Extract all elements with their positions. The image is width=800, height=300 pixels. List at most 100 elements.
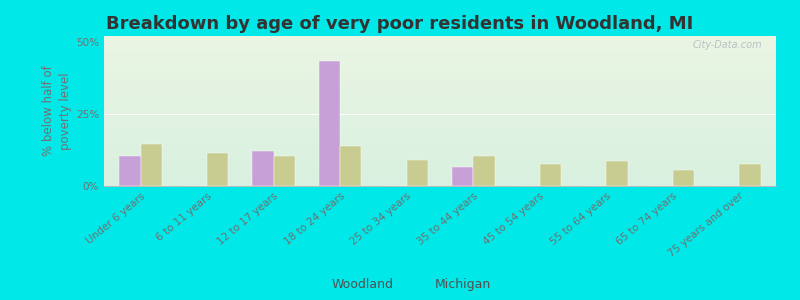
- Bar: [104, 82, 776, 84]
- Bar: [104, 81, 776, 82]
- Bar: [474, 156, 494, 186]
- Bar: [104, 134, 776, 135]
- Bar: [104, 102, 776, 104]
- Bar: [104, 167, 776, 168]
- Bar: [104, 129, 776, 130]
- Bar: [104, 70, 776, 72]
- Bar: [673, 170, 694, 186]
- Bar: [104, 92, 776, 93]
- Bar: [104, 60, 776, 61]
- Bar: [104, 66, 776, 68]
- Bar: [452, 167, 474, 186]
- Bar: [104, 85, 776, 87]
- Bar: [104, 160, 776, 162]
- Bar: [739, 164, 761, 186]
- Bar: [104, 48, 776, 50]
- Bar: [104, 44, 776, 45]
- Bar: [104, 40, 776, 42]
- Y-axis label: % below half of
poverty level: % below half of poverty level: [42, 66, 72, 156]
- Bar: [104, 36, 776, 38]
- Bar: [104, 154, 776, 156]
- Bar: [104, 128, 776, 129]
- Bar: [104, 93, 776, 94]
- Bar: [104, 120, 776, 122]
- Bar: [104, 108, 776, 110]
- Bar: [104, 183, 776, 184]
- Bar: [104, 98, 776, 99]
- Bar: [104, 141, 776, 142]
- Bar: [104, 56, 776, 57]
- Bar: [104, 148, 776, 150]
- Bar: [104, 39, 776, 40]
- Bar: [104, 158, 776, 159]
- Bar: [104, 182, 776, 183]
- Bar: [104, 52, 776, 54]
- Bar: [104, 130, 776, 132]
- Bar: [104, 80, 776, 81]
- Bar: [104, 72, 776, 74]
- Bar: [104, 156, 776, 158]
- Bar: [104, 45, 776, 46]
- Bar: [104, 74, 776, 75]
- Bar: [104, 46, 776, 48]
- Bar: [104, 132, 776, 134]
- Bar: [104, 168, 776, 170]
- Bar: [252, 152, 274, 186]
- Bar: [104, 165, 776, 166]
- Bar: [104, 105, 776, 106]
- Bar: [540, 164, 561, 186]
- Bar: [104, 135, 776, 136]
- Bar: [207, 153, 229, 186]
- Bar: [104, 99, 776, 100]
- Bar: [606, 161, 628, 186]
- Bar: [141, 144, 162, 186]
- Bar: [104, 54, 776, 56]
- Bar: [104, 153, 776, 154]
- Bar: [104, 42, 776, 44]
- Text: Breakdown by age of very poor residents in Woodland, MI: Breakdown by age of very poor residents …: [106, 15, 694, 33]
- Bar: [104, 76, 776, 78]
- Bar: [104, 84, 776, 86]
- Bar: [104, 57, 776, 58]
- Bar: [104, 90, 776, 92]
- Bar: [104, 38, 776, 39]
- Legend: Woodland, Michigan: Woodland, Michigan: [309, 278, 491, 291]
- Bar: [104, 69, 776, 70]
- Bar: [104, 180, 776, 182]
- Bar: [104, 144, 776, 146]
- Bar: [104, 177, 776, 178]
- Bar: [104, 159, 776, 160]
- Bar: [104, 68, 776, 69]
- Bar: [104, 136, 776, 138]
- Bar: [104, 174, 776, 176]
- Bar: [104, 64, 776, 66]
- Bar: [104, 100, 776, 102]
- Bar: [104, 152, 776, 153]
- Bar: [104, 96, 776, 98]
- Bar: [104, 111, 776, 112]
- Bar: [104, 172, 776, 174]
- Bar: [104, 88, 776, 90]
- Bar: [104, 118, 776, 120]
- Bar: [104, 171, 776, 172]
- Bar: [104, 51, 776, 52]
- Bar: [104, 122, 776, 123]
- Bar: [104, 178, 776, 180]
- Bar: [104, 164, 776, 165]
- Bar: [104, 50, 776, 51]
- Bar: [104, 112, 776, 114]
- Bar: [104, 87, 776, 88]
- Bar: [104, 75, 776, 76]
- Bar: [119, 156, 141, 186]
- Bar: [104, 150, 776, 152]
- Bar: [104, 140, 776, 141]
- Bar: [104, 116, 776, 117]
- Bar: [104, 114, 776, 116]
- Bar: [104, 138, 776, 140]
- Bar: [104, 142, 776, 144]
- Bar: [104, 94, 776, 96]
- Bar: [104, 58, 776, 60]
- Bar: [104, 123, 776, 124]
- Bar: [104, 117, 776, 118]
- Bar: [104, 162, 776, 164]
